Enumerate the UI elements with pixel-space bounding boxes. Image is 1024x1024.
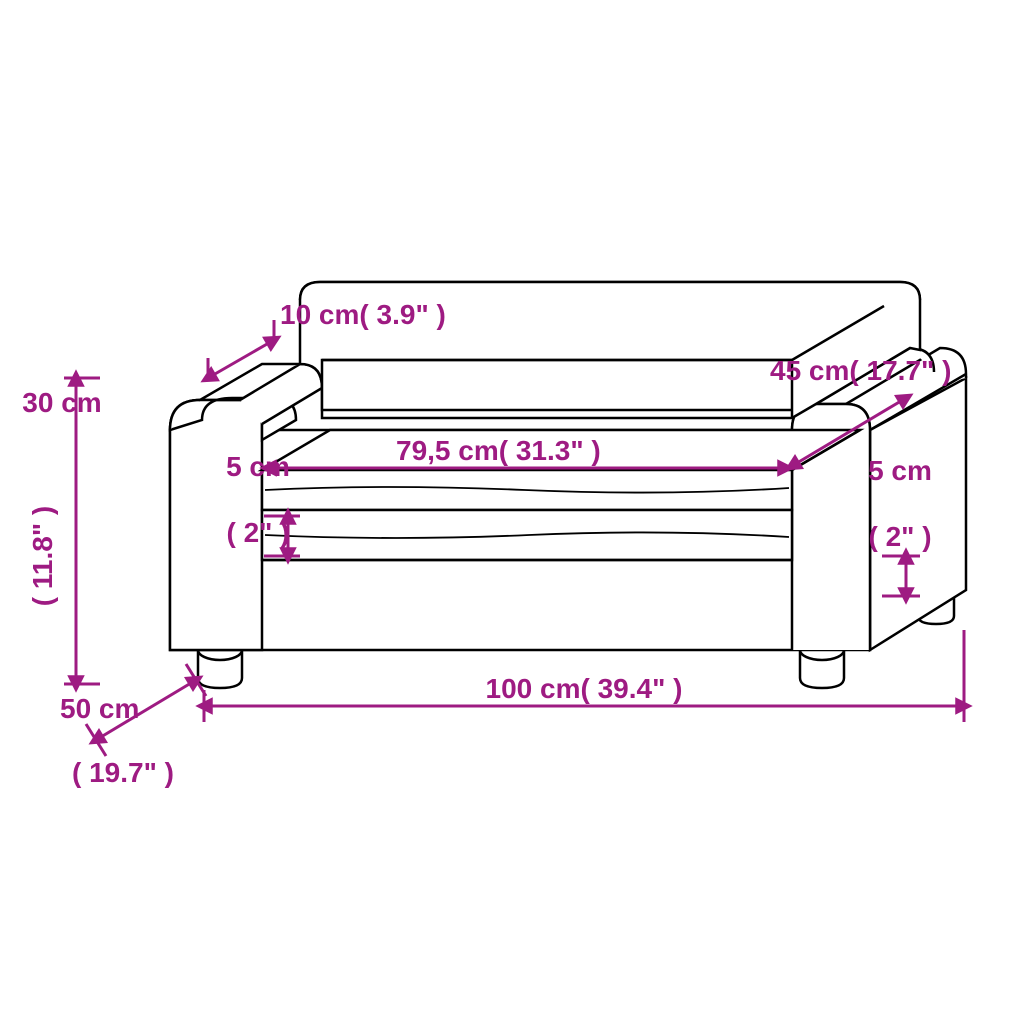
- svg-text:( 2" ): ( 2" ): [226, 517, 289, 548]
- svg-text:45 cm( 17.7" ): 45 cm( 17.7" ): [770, 355, 951, 386]
- dimension-diagram: 10 cm( 3.9" ) 45 cm( 17.7" ) 79,5 cm( 31…: [0, 0, 1024, 1024]
- svg-text:( 11.8" ): ( 11.8" ): [27, 506, 58, 606]
- dim-seat-width-value: 79,5 cm: [396, 435, 499, 466]
- svg-text:30 cm: 30 cm: [22, 387, 101, 418]
- svg-text:5 cm: 5 cm: [868, 455, 932, 486]
- dim-depth-cm: 50 cm: [60, 693, 139, 724]
- svg-text:10 cm( 3.9" ): 10 cm( 3.9" ): [280, 299, 446, 330]
- svg-text:5 cm: 5 cm: [226, 451, 290, 482]
- dim-arm-width-value: 10 cm: [280, 299, 359, 330]
- svg-text:79,5 cm( 31.3" ): 79,5 cm( 31.3" ): [396, 435, 601, 466]
- dim-seat-depth-value: 45 cm: [770, 355, 849, 386]
- dim-height-cm: 30 cm: [22, 387, 101, 418]
- svg-text:( 2" ): ( 2" ): [868, 521, 931, 552]
- svg-text:50 cm: 50 cm: [60, 693, 139, 724]
- svg-text:( 19.7" ): ( 19.7" ): [72, 757, 174, 788]
- dim-width-value: 100 cm: [486, 673, 581, 704]
- dim-cushion-l-cm: 5 cm: [226, 451, 290, 482]
- dim-cushion-r-cm: 5 cm: [868, 455, 932, 486]
- dim-height: 30 cm ( 11.8" ): [22, 378, 101, 684]
- svg-text:100 cm( 39.4" ): 100 cm( 39.4" ): [486, 673, 683, 704]
- sofa-outline: [170, 282, 966, 688]
